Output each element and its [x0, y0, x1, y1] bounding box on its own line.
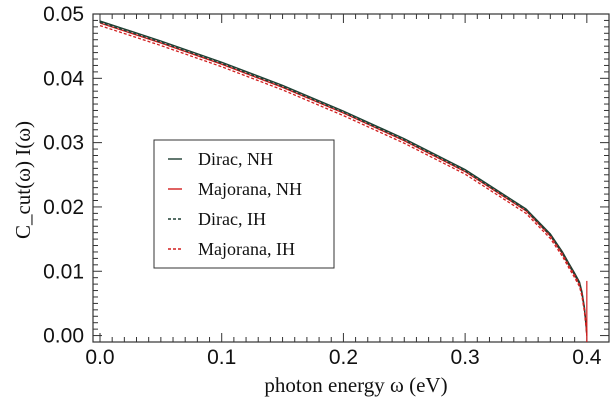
x-tick-label: 0.3 [451, 346, 480, 369]
series-line-4 [99, 24, 588, 336]
y-axis-title: C_cut(ω) I(ω) [11, 121, 35, 239]
y-tick-label: 0.05 [43, 3, 84, 26]
y-tick-label: 0.02 [43, 196, 84, 219]
ticks-layer [93, 13, 609, 342]
legend-label-1: Dirac, NH [198, 149, 273, 169]
legend-box [153, 139, 335, 269]
y-tick-label: 0.01 [43, 260, 84, 283]
legend-label-3: Dirac, IH [198, 209, 266, 229]
x-tick-label: 0.2 [329, 346, 358, 369]
x-tick-label: 0.1 [207, 346, 236, 369]
series-line-3 [99, 21, 588, 336]
legend-label-2: Majorana, NH [198, 179, 302, 199]
y-tick-label: 0.03 [43, 132, 84, 155]
y-tick-label: 0.04 [43, 67, 84, 90]
plot-frame [92, 13, 610, 343]
legend-items: Dirac, NH Majorana, NH Dirac, IH Majorana, … [168, 149, 302, 259]
legend: Dirac, NH Majorana, NH Dirac, IH Majorana, … [153, 139, 335, 269]
x-axis-title: photon energy ω (eV) [264, 373, 447, 397]
series-layer [99, 20, 588, 342]
x-tick-label: 0.4 [572, 346, 602, 369]
x-tick-label: 0.0 [85, 346, 114, 369]
y-tick-label: 0.00 [43, 325, 84, 348]
tick-labels-layer: 0.0 0.1 0.2 0.3 0.4 0.00 0.01 0.02 0.03 0.04 0.05 [43, 3, 602, 369]
legend-label-4: Majorana, IH [198, 239, 295, 259]
